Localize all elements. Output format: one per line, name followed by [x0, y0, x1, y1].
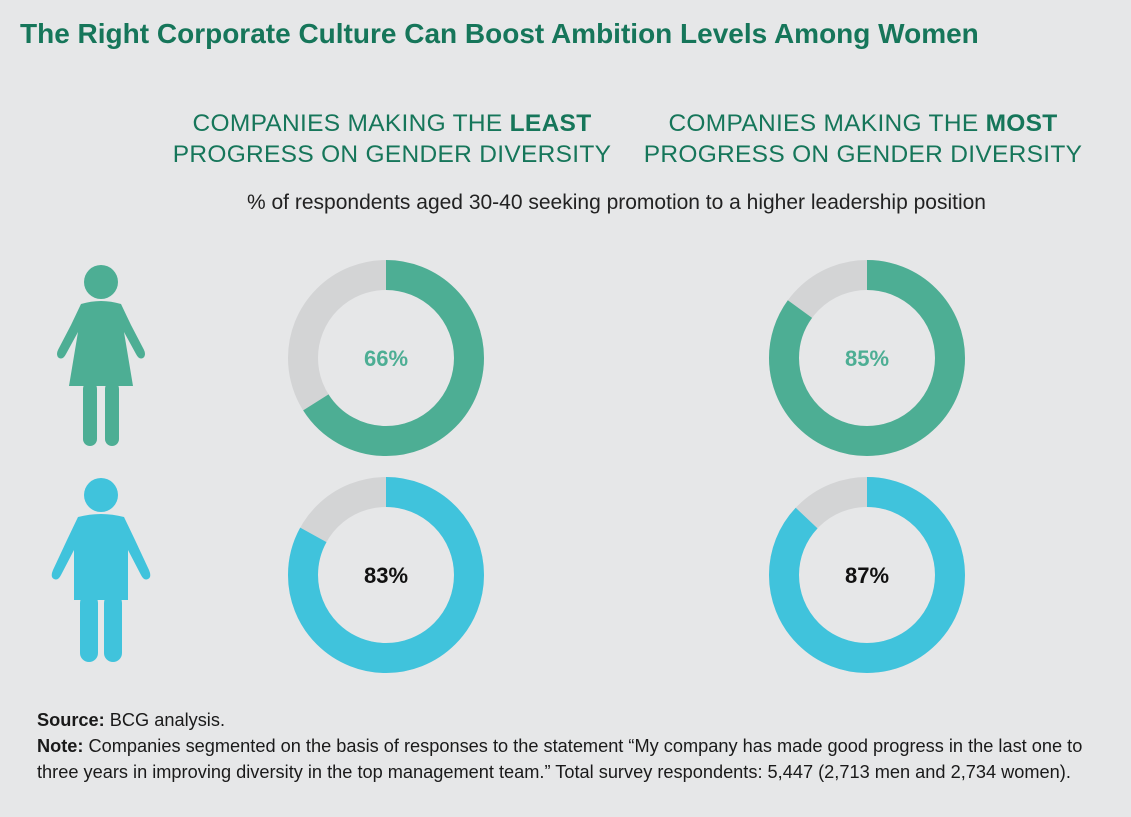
column-header-most-line2: PROGRESS ON GENDER DIVERSITY	[643, 141, 1083, 168]
donut-value-men-least	[288, 477, 484, 673]
note-text: Companies segmented on the basis of resp…	[37, 736, 1083, 782]
donut-value-women-least	[288, 260, 484, 456]
note-label: Note:	[37, 736, 84, 756]
source-text: BCG analysis.	[104, 710, 225, 730]
column-header-most-bold: MOST	[985, 110, 1058, 137]
donut-label-men-most: 87%	[845, 563, 889, 588]
donut-value-men-most	[769, 477, 965, 673]
column-header-most: COMPANIES MAKING THE MOST PROGRESS ON GE…	[628, 108, 1098, 170]
donut-label-women-most: 85%	[845, 346, 889, 371]
donut-value-women-most	[769, 260, 965, 456]
column-header-least: COMPANIES MAKING THE LEAST PROGRESS ON G…	[157, 108, 627, 170]
column-header-least-prefix: COMPANIES MAKING THE	[192, 110, 510, 137]
column-header-least-line2: PROGRESS ON GENDER DIVERSITY	[172, 141, 612, 168]
source-label: Source:	[37, 710, 105, 730]
chart-title: The Right Corporate Culture Can Boost Am…	[20, 18, 979, 49]
note-line: Note: Companies segmented on the basis o…	[37, 733, 1097, 785]
woman-icon	[57, 265, 145, 446]
source-line: Source: BCG analysis.	[37, 707, 1097, 733]
footnotes: Source: BCG analysis. Note: Companies se…	[37, 707, 1097, 785]
chart-subtitle: % of respondents aged 30-40 seeking prom…	[247, 191, 986, 214]
column-header-most-prefix: COMPANIES MAKING THE	[668, 110, 986, 137]
column-header-least-bold: LEAST	[509, 110, 592, 137]
donut-label-women-least: 66%	[364, 346, 408, 371]
donut-label-men-least: 83%	[364, 563, 408, 588]
man-icon	[51, 478, 151, 662]
